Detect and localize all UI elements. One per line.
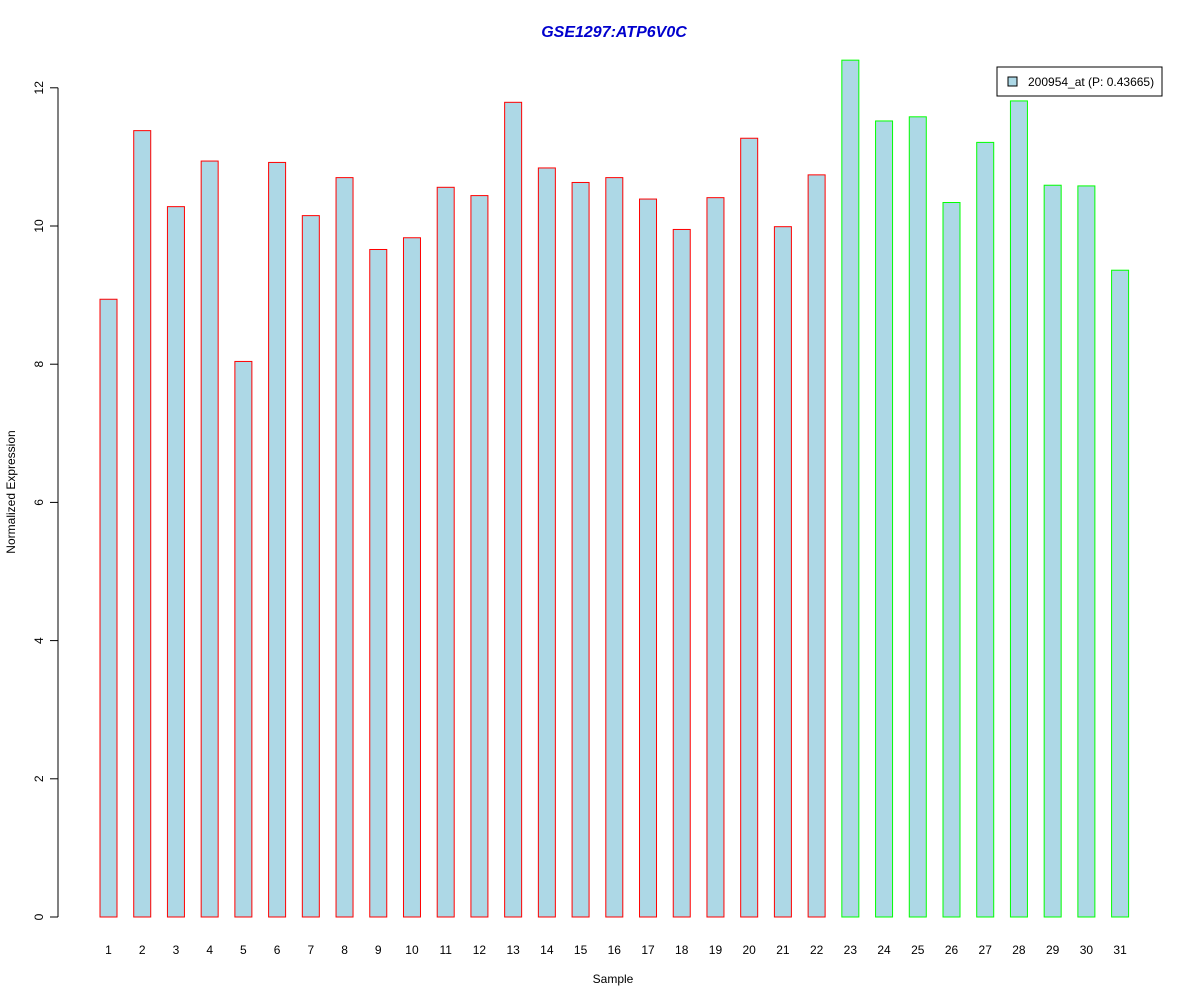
x-tick-label: 18 xyxy=(675,943,689,957)
x-tick-label: 8 xyxy=(341,943,348,957)
x-tick-label: 5 xyxy=(240,943,247,957)
y-tick-label: 12 xyxy=(32,81,46,95)
legend-label: 200954_at (P: 0.43665) xyxy=(1028,75,1154,89)
y-tick-label: 2 xyxy=(32,775,46,782)
x-tick-label: 21 xyxy=(776,943,790,957)
bar-sample-14 xyxy=(537,167,556,918)
x-tick-label: 23 xyxy=(844,943,858,957)
x-tick-label: 24 xyxy=(877,943,891,957)
x-tick-label: 25 xyxy=(911,943,925,957)
x-tick-label: 2 xyxy=(139,943,146,957)
x-tick-label: 22 xyxy=(810,943,824,957)
bar-sample-5 xyxy=(234,360,253,918)
x-tick-label: 4 xyxy=(206,943,213,957)
bars-group xyxy=(99,59,1130,918)
bar-sample-10 xyxy=(402,237,421,918)
bar-sample-13 xyxy=(504,101,523,918)
x-tick-label: 17 xyxy=(641,943,655,957)
bar-sample-15 xyxy=(571,181,590,918)
bar-sample-12 xyxy=(470,195,489,918)
y-tick-label: 8 xyxy=(32,361,46,368)
bar-sample-11 xyxy=(436,186,455,918)
bar-sample-28 xyxy=(1009,100,1028,918)
x-axis-title: Sample xyxy=(593,972,634,986)
bar-sample-18 xyxy=(672,228,691,918)
y-axis: 0 2 4 6 8 10 12 xyxy=(32,81,59,920)
x-tick-label: 15 xyxy=(574,943,588,957)
x-tick-label: 6 xyxy=(274,943,281,957)
x-tick-label: 12 xyxy=(473,943,487,957)
y-tick-label: 10 xyxy=(32,219,46,233)
bar-sample-23 xyxy=(841,59,860,918)
y-tick-label: 0 xyxy=(32,913,46,920)
bar-sample-4 xyxy=(200,160,219,918)
chart-title: GSE1297:ATP6V0C xyxy=(541,24,687,41)
x-tick-label: 30 xyxy=(1080,943,1094,957)
x-tick-label: 29 xyxy=(1046,943,1060,957)
y-tick-label: 4 xyxy=(32,637,46,644)
legend: 200954_at (P: 0.43665) xyxy=(996,66,1163,97)
legend-box xyxy=(996,66,1163,97)
bar-sample-30 xyxy=(1077,185,1096,918)
x-tick-label: 7 xyxy=(307,943,314,957)
x-tick-label: 20 xyxy=(743,943,757,957)
bar-sample-31 xyxy=(1111,269,1130,918)
x-tick-label: 16 xyxy=(608,943,622,957)
legend-swatch xyxy=(1007,76,1018,87)
x-tick-label: 28 xyxy=(1012,943,1026,957)
y-tick-label: 6 xyxy=(32,499,46,506)
x-tick-label: 1 xyxy=(105,943,112,957)
bar-sample-3 xyxy=(166,206,185,918)
bar-sample-26 xyxy=(942,202,961,918)
y-axis-title: Normalized Expression xyxy=(4,430,18,553)
bar-sample-22 xyxy=(807,174,826,918)
x-tick-label: 10 xyxy=(405,943,419,957)
x-tick-label: 11 xyxy=(439,943,452,957)
bar-sample-9 xyxy=(369,248,388,918)
x-tick-labels: 1 2 3 4 5 6 7 8 9 10 11 12 13 14 15 16 17 18 19 20 21 22 23 24 2… xyxy=(105,943,1127,957)
bar-sample-16 xyxy=(605,177,624,918)
bar-sample-20 xyxy=(740,137,759,918)
x-tick-label: 27 xyxy=(979,943,993,957)
bar-sample-8 xyxy=(335,177,354,918)
bar-sample-29 xyxy=(1043,184,1062,918)
bar-sample-25 xyxy=(908,116,927,918)
x-tick-label: 13 xyxy=(506,943,520,957)
x-tick-label: 3 xyxy=(173,943,180,957)
bar-sample-2 xyxy=(133,130,152,918)
bar-sample-24 xyxy=(875,120,894,918)
x-tick-label: 19 xyxy=(709,943,723,957)
bar-sample-6 xyxy=(268,161,287,918)
x-tick-label: 31 xyxy=(1113,943,1127,957)
bar-sample-21 xyxy=(773,226,792,918)
x-tick-label: 26 xyxy=(945,943,959,957)
bar-sample-19 xyxy=(706,197,725,918)
bar-sample-17 xyxy=(639,198,658,918)
bar-sample-1 xyxy=(99,298,118,918)
bar-sample-27 xyxy=(976,141,995,918)
x-tick-label: 14 xyxy=(540,943,554,957)
bar-sample-7 xyxy=(301,215,320,918)
x-tick-label: 9 xyxy=(375,943,382,957)
